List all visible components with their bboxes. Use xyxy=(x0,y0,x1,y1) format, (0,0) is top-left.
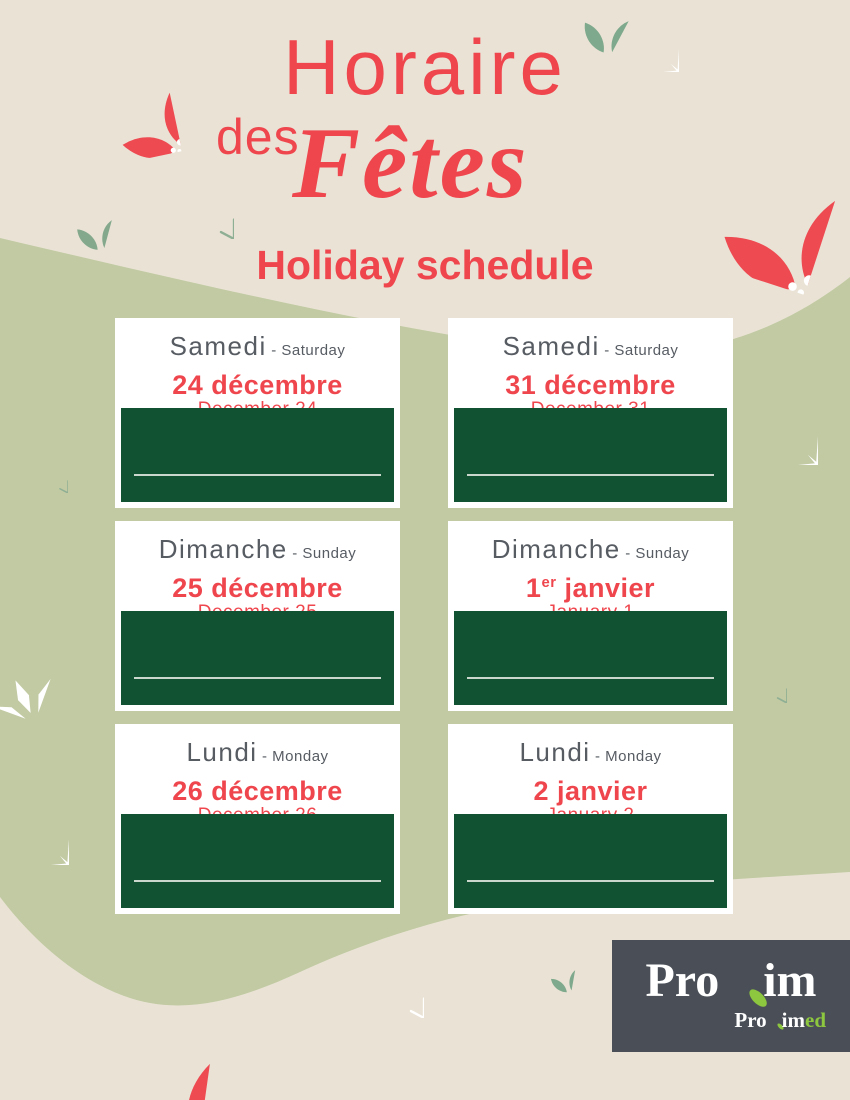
blank-hours-line xyxy=(467,677,714,679)
title-french-des: des xyxy=(216,109,300,165)
schedule-card: Lundi - Monday 2 janvier January 2 xyxy=(448,724,733,914)
sparkle-icon xyxy=(758,405,818,465)
title-french-horaire: Horaire xyxy=(283,23,567,111)
day-label: Samedi - Saturday xyxy=(502,331,679,361)
sparkle-icon xyxy=(15,811,69,865)
date-french: 31 décembre xyxy=(505,370,676,400)
date-french: 24 décembre xyxy=(172,370,343,400)
date-french: 25 décembre xyxy=(172,573,343,603)
title-french-fetes: Fêtes xyxy=(292,107,529,220)
day-label: Lundi - Monday xyxy=(186,737,329,767)
schedule-card: Lundi - Monday 26 décembre December 26 xyxy=(115,724,400,914)
hours-chalkboard xyxy=(121,408,394,502)
hours-chalkboard xyxy=(121,611,394,705)
proximed-wordmark: Pro im ed xyxy=(612,1010,850,1031)
blank-hours-line xyxy=(467,474,714,476)
hours-chalkboard xyxy=(454,814,727,908)
card-header: Dimanche - Sunday 1er janvier January 1 xyxy=(448,521,733,624)
hours-chalkboard xyxy=(454,408,727,502)
date-french: 2 janvier xyxy=(533,776,648,806)
asterisk-snowflake-icon xyxy=(42,467,68,493)
card-header: Lundi - Monday 2 janvier January 2 xyxy=(448,724,733,827)
card-header: Lundi - Monday 26 décembre December 26 xyxy=(115,724,400,827)
snowflake-flower-icon xyxy=(516,931,581,996)
proxim-wordmark: Pro im xyxy=(612,940,850,1010)
asterisk-snowflake-icon xyxy=(757,673,787,703)
day-label: Samedi - Saturday xyxy=(169,331,346,361)
schedule-card: Dimanche - Sunday 25 décembre December 2… xyxy=(115,521,400,711)
date-french: 1er janvier xyxy=(525,573,656,603)
title-english: Holiday schedule xyxy=(256,242,594,288)
card-header: Samedi - Saturday 24 décembre December 2… xyxy=(115,318,400,421)
day-label: Lundi - Monday xyxy=(519,737,662,767)
date-french: 26 décembre xyxy=(172,776,343,806)
blank-hours-line xyxy=(134,677,381,679)
asterisk-snowflake-icon xyxy=(382,976,424,1018)
schedule-card: Dimanche - Sunday 1er janvier January 1 xyxy=(448,521,733,711)
blank-hours-line xyxy=(467,880,714,882)
leaf-x-icon xyxy=(714,954,768,1008)
blank-hours-line xyxy=(134,474,381,476)
schedule-card: Samedi - Saturday 24 décembre December 2… xyxy=(115,318,400,508)
card-header: Samedi - Saturday 31 décembre December 3… xyxy=(448,318,733,421)
card-header: Dimanche - Sunday 25 décembre December 2… xyxy=(115,521,400,624)
schedule-card: Samedi - Saturday 31 décembre December 3… xyxy=(448,318,733,508)
day-label: Dimanche - Sunday xyxy=(491,534,690,564)
asterisk-snowflake-icon xyxy=(192,197,234,239)
poinsettia-icon xyxy=(0,929,225,1100)
hours-chalkboard xyxy=(454,611,727,705)
day-label: Dimanche - Sunday xyxy=(158,534,357,564)
blank-hours-line xyxy=(134,880,381,882)
proxim-logo-box: Pro im Pro im ed xyxy=(612,940,850,1052)
hours-chalkboard xyxy=(121,814,394,908)
